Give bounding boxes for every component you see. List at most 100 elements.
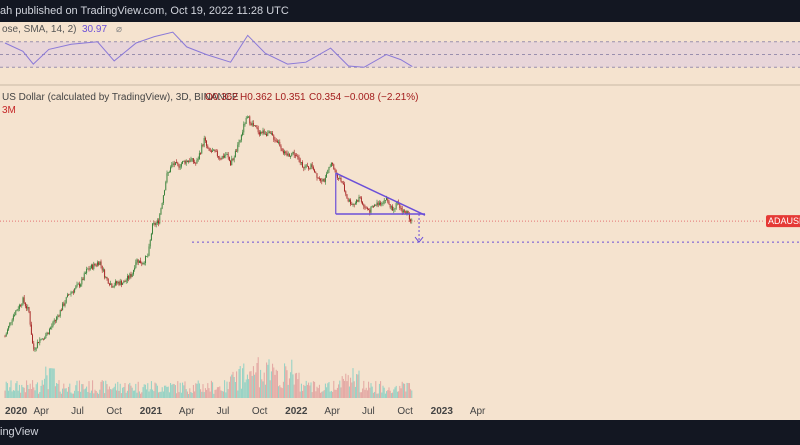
- volume-bar: [318, 384, 320, 398]
- volume-bar: [311, 392, 313, 398]
- candle-body: [234, 150, 236, 158]
- volume-bar: [164, 385, 166, 398]
- volume-bar: [256, 363, 258, 398]
- candle-body: [314, 169, 315, 173]
- triangle-upper-line[interactable]: [335, 172, 426, 216]
- candle-body: [252, 123, 254, 126]
- candle-body: [375, 204, 377, 206]
- volume-bar: [102, 381, 104, 398]
- candle-body: [294, 155, 296, 157]
- volume-bar: [184, 381, 186, 398]
- candle-body: [298, 157, 300, 160]
- volume-bar: [81, 384, 83, 398]
- candle-body: [97, 262, 98, 266]
- candle-body: [316, 173, 318, 178]
- candle-body: [164, 190, 165, 196]
- volume-bar: [280, 387, 282, 398]
- candle-body: [281, 148, 283, 151]
- volume-bar: [401, 381, 403, 398]
- volume-bar: [317, 388, 319, 398]
- volume-bar: [282, 381, 284, 398]
- volume-bar: [24, 392, 26, 398]
- ohlc-open: O0.362: [205, 92, 238, 103]
- candle-body: [65, 297, 67, 303]
- candle-body: [318, 178, 320, 179]
- candle-body: [312, 167, 314, 170]
- volume-bar: [404, 383, 406, 398]
- volume-bar: [12, 390, 14, 398]
- candle-body: [218, 156, 219, 158]
- candle-body: [258, 132, 260, 135]
- volume-bar: [159, 391, 161, 398]
- candle-body: [347, 198, 349, 202]
- candle-body: [336, 174, 338, 178]
- volume-bar: [407, 383, 409, 398]
- volume-bar: [310, 382, 312, 398]
- candle-body: [381, 203, 383, 205]
- volume-bar: [71, 393, 73, 398]
- volume-bar: [239, 366, 241, 398]
- candle-body: [33, 343, 35, 350]
- volume-bar: [364, 389, 366, 398]
- volume-bar: [78, 380, 80, 398]
- candle-body: [49, 329, 50, 334]
- volume-bar: [52, 368, 54, 398]
- candle-body: [291, 153, 293, 157]
- candle-body: [74, 288, 76, 293]
- volume-bar: [86, 386, 88, 398]
- candle-body: [46, 332, 48, 335]
- candle-body: [399, 203, 401, 208]
- volume-bar: [11, 391, 13, 398]
- candle-body: [292, 151, 294, 154]
- volume-bar: [177, 381, 179, 398]
- candle-body: [36, 342, 38, 348]
- volume-bar: [231, 374, 233, 398]
- volume-bar: [357, 374, 359, 398]
- volume-bar: [345, 373, 347, 398]
- candle-body: [304, 166, 306, 169]
- candle-body: [98, 262, 100, 265]
- candle-body: [378, 202, 380, 206]
- candle-body: [173, 163, 175, 165]
- volume-bar: [284, 363, 286, 398]
- volume-bar: [411, 390, 413, 398]
- candle-body: [111, 283, 113, 288]
- volume-bar: [200, 389, 202, 398]
- chart-area[interactable]: ose, SMA, 14, 2) 30.97 ⌀ US Dollar (calc…: [0, 22, 800, 420]
- volume-bar: [92, 380, 94, 398]
- candle-body: [221, 156, 223, 160]
- candle-body: [75, 286, 77, 289]
- candle-body: [64, 302, 66, 306]
- candle-body: [165, 182, 167, 191]
- candle-body: [135, 262, 137, 268]
- volume-bar: [329, 391, 331, 398]
- volume-bar: [245, 379, 247, 398]
- volume-bar: [118, 390, 120, 398]
- volume-bar: [72, 393, 74, 398]
- volume-bar: [338, 384, 340, 398]
- candle-body: [288, 153, 290, 157]
- change-value: −0.008 (−2.21%): [344, 92, 419, 103]
- volume-bar: [233, 377, 235, 398]
- candle-body: [333, 164, 335, 170]
- time-axis-label: Apr: [179, 406, 195, 417]
- candle-body: [134, 267, 136, 270]
- volume-bar: [137, 381, 139, 398]
- candle-body: [94, 263, 96, 265]
- candle-body: [89, 268, 91, 270]
- candle-body: [73, 291, 74, 293]
- time-axis[interactable]: 2020 Apr Jul Oct 2021 Apr Jul Oct 2022 Apr Jul Oct 2…: [5, 406, 486, 417]
- price-chart-svg[interactable]: ose, SMA, 14, 2) 30.97 ⌀ US Dollar (calc…: [0, 22, 800, 420]
- candle-body: [124, 281, 126, 282]
- candle-body: [160, 208, 162, 215]
- candle-body: [261, 131, 263, 134]
- candle-body: [182, 161, 183, 164]
- rsi-settings-icon[interactable]: ⌀: [116, 24, 122, 35]
- candles: [4, 115, 413, 352]
- candle-body: [232, 158, 234, 160]
- volume-bar: [330, 390, 332, 398]
- volume-bar: [352, 368, 354, 398]
- time-axis-label: Oct: [397, 406, 413, 417]
- candle-body: [220, 158, 222, 160]
- candle-body: [329, 166, 331, 168]
